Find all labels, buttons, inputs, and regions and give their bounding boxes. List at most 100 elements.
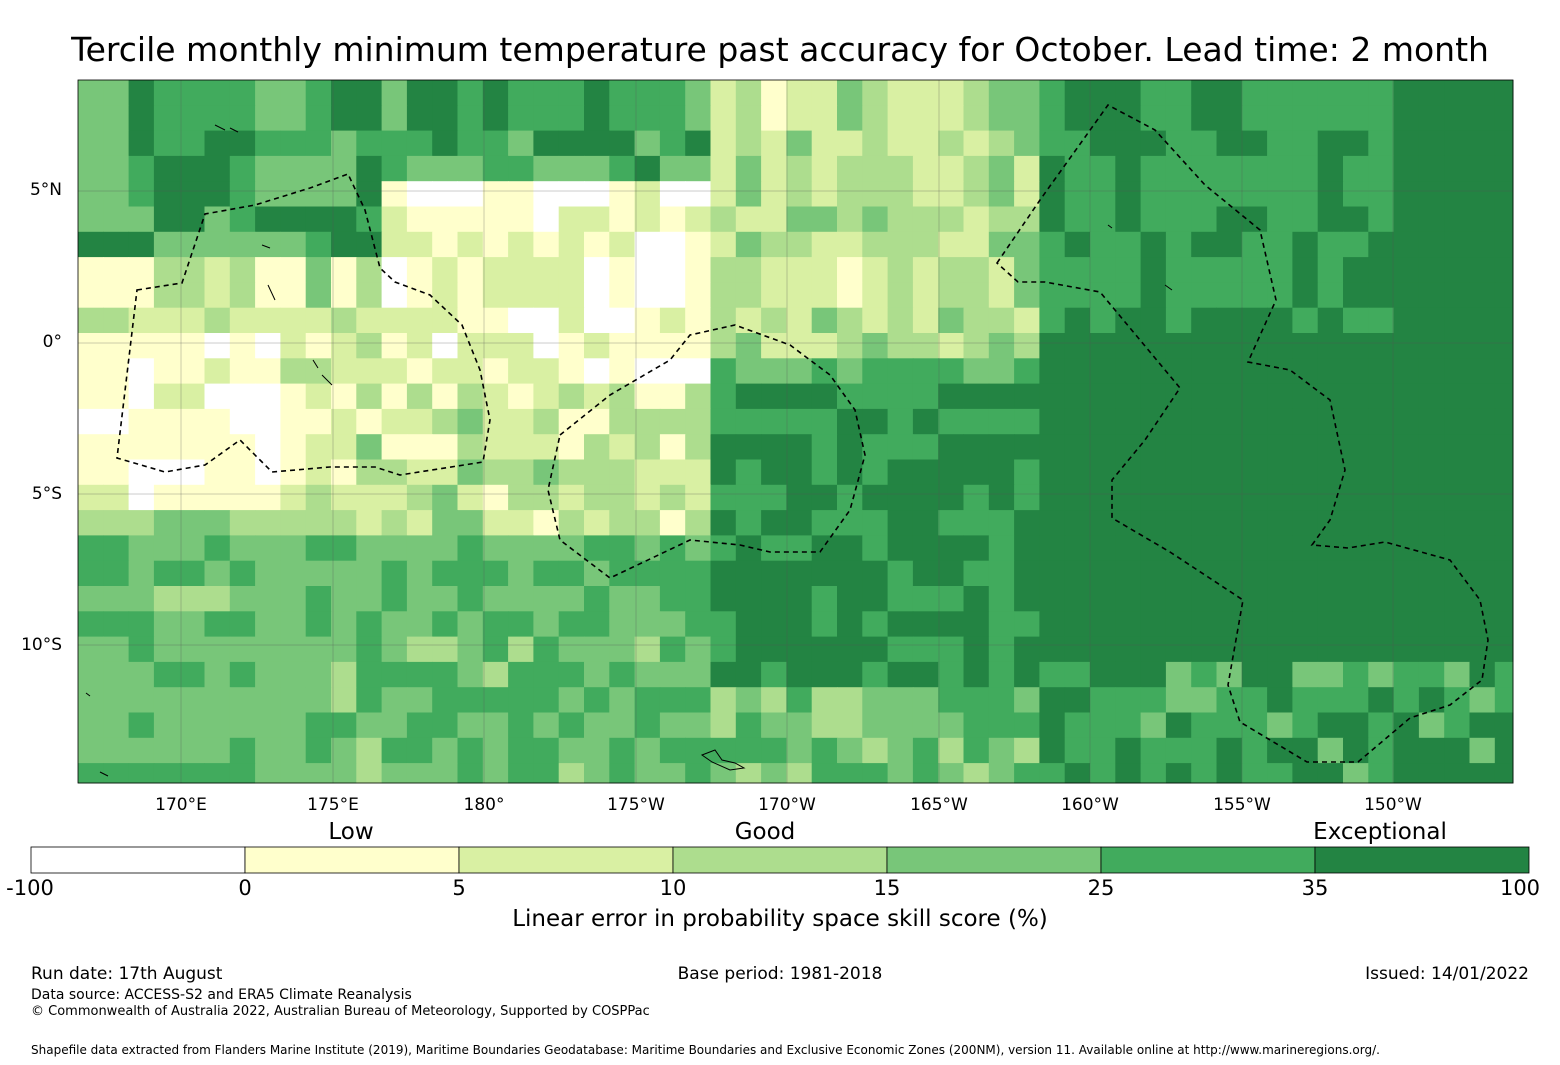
grid-cell <box>1368 383 1395 410</box>
grid-cell <box>887 383 914 410</box>
grid-cell <box>103 459 130 486</box>
grid-cell <box>533 307 560 334</box>
grid-cell <box>609 687 636 713</box>
grid-cell <box>710 763 737 784</box>
grid-cell <box>837 257 863 283</box>
grid-cell <box>1393 383 1420 410</box>
grid-cell <box>1343 130 1369 157</box>
grid-cell <box>78 383 104 410</box>
grid-cell <box>811 257 838 283</box>
grid-cell <box>609 155 636 182</box>
grid-cell <box>710 560 737 587</box>
grid-cell <box>229 130 256 157</box>
grid-cell <box>609 181 636 207</box>
grid-cell <box>710 80 737 106</box>
grid-cell <box>331 257 357 283</box>
grid-cell <box>280 257 307 283</box>
base-period: Base period: 1981-2018 <box>677 964 883 984</box>
grid-cell <box>938 358 964 385</box>
grid-cell <box>1115 484 1142 511</box>
grid-cell <box>1140 560 1167 587</box>
grid-cell <box>1140 181 1167 207</box>
grid-cell <box>508 181 534 207</box>
grid-cell <box>229 80 256 106</box>
grid-cell <box>1317 257 1344 283</box>
grid-cell <box>735 712 762 739</box>
grid-cell <box>1444 257 1470 283</box>
grid-cell <box>862 510 889 536</box>
grid-cell <box>103 535 130 562</box>
grid-cell <box>887 484 914 511</box>
grid-cell <box>482 687 509 713</box>
grid-cell <box>1064 484 1091 511</box>
grid-cell <box>508 636 534 663</box>
grid-cell <box>406 661 433 688</box>
colorbar-tick: -100 <box>6 876 54 900</box>
grid-cell <box>204 611 231 638</box>
grid-cell <box>356 383 383 410</box>
grid-cell <box>153 80 180 106</box>
grid-cell <box>1494 257 1514 283</box>
grid-cell <box>1494 105 1514 132</box>
grid-cell <box>811 383 838 410</box>
grid-cell <box>609 586 636 612</box>
grid-cell <box>634 611 661 638</box>
grid-cell <box>988 333 1015 359</box>
grid-cell <box>584 282 610 309</box>
grid-cell <box>1494 611 1514 638</box>
grid-cell <box>786 636 813 663</box>
grid-cell <box>811 333 838 359</box>
grid-cell <box>609 636 636 663</box>
grid-cell <box>229 155 256 182</box>
colorbar-swatch <box>458 846 674 874</box>
grid-cell <box>811 687 838 713</box>
grid-cell <box>1343 181 1369 207</box>
grid-cell <box>1115 712 1142 739</box>
grid-cell <box>761 333 787 359</box>
grid-cell <box>533 358 560 385</box>
grid-cell <box>381 687 408 713</box>
copyright: © Commonwealth of Australia 2022, Austra… <box>31 1004 650 1019</box>
grid-cell <box>988 484 1015 511</box>
grid-cell <box>1292 459 1319 486</box>
grid-cell <box>659 661 686 688</box>
grid-cell <box>862 434 889 460</box>
grid-cell <box>1292 434 1319 460</box>
run-date: Run date: 17th August <box>31 964 223 984</box>
grid-cell <box>179 358 205 385</box>
grid-cell <box>1393 459 1420 486</box>
grid-cell <box>482 560 509 587</box>
grid-cell <box>153 383 180 410</box>
grid-cell <box>1267 484 1293 511</box>
grid-cell <box>1292 687 1319 713</box>
grid-cell <box>179 155 205 182</box>
grid-cell <box>1444 484 1470 511</box>
grid-cell <box>963 358 990 385</box>
lat-label-10s: 10°S <box>21 635 62 655</box>
grid-cell <box>280 383 307 410</box>
grid-cell <box>1014 80 1040 106</box>
grid-cell <box>558 231 585 258</box>
grid-cell <box>963 484 990 511</box>
grid-cell <box>78 611 104 638</box>
grid-cell <box>153 434 180 460</box>
grid-cell <box>533 510 560 536</box>
grid-cell <box>1418 434 1445 460</box>
grid-cell <box>406 611 433 638</box>
grid-cell <box>1090 257 1116 283</box>
grid-cell <box>255 206 281 233</box>
grid-cell <box>280 459 307 486</box>
grid-cell <box>1343 484 1369 511</box>
grid-cell <box>1292 661 1319 688</box>
grid-cell <box>381 155 408 182</box>
grid-cell <box>659 434 686 460</box>
grid-cell <box>1216 105 1243 132</box>
grid-cell <box>381 282 408 309</box>
grid-cell <box>204 307 231 334</box>
grid-cell <box>1418 763 1445 784</box>
grid-cell <box>558 712 585 739</box>
grid-cell <box>1292 257 1319 283</box>
grid-cell <box>432 763 458 784</box>
grid-cell <box>153 661 180 688</box>
grid-cell <box>331 130 357 157</box>
